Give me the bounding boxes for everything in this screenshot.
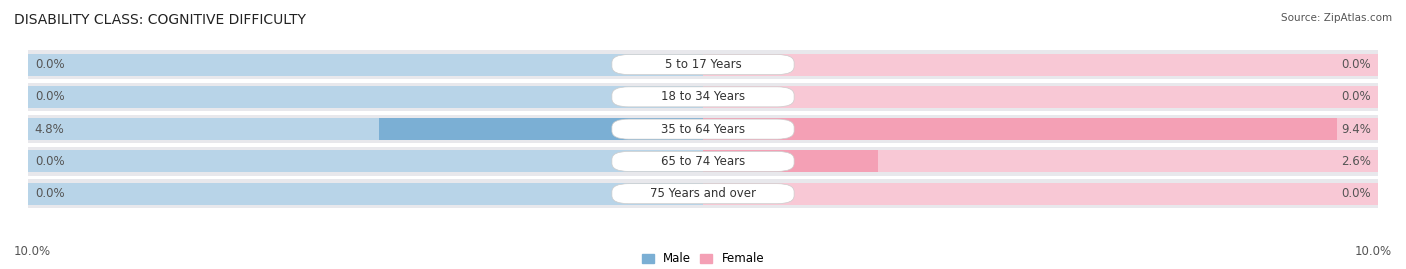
Bar <box>28 50 1378 79</box>
Text: 18 to 34 Years: 18 to 34 Years <box>661 90 745 103</box>
Text: 0.0%: 0.0% <box>35 155 65 168</box>
Text: 75 Years and over: 75 Years and over <box>650 187 756 200</box>
FancyBboxPatch shape <box>612 55 794 75</box>
Text: 35 to 64 Years: 35 to 64 Years <box>661 123 745 136</box>
Text: 0.0%: 0.0% <box>1341 90 1371 103</box>
Legend: Male, Female: Male, Female <box>641 252 765 265</box>
Text: 10.0%: 10.0% <box>1355 245 1392 258</box>
Bar <box>703 150 1378 172</box>
Bar <box>28 150 703 172</box>
FancyBboxPatch shape <box>612 87 794 107</box>
Bar <box>703 150 879 172</box>
Text: Source: ZipAtlas.com: Source: ZipAtlas.com <box>1281 13 1392 23</box>
Bar <box>380 118 703 140</box>
Bar <box>28 183 703 205</box>
Bar <box>28 86 703 108</box>
Bar <box>703 86 1378 108</box>
Bar <box>28 115 1378 143</box>
Text: 2.6%: 2.6% <box>1341 155 1371 168</box>
Text: DISABILITY CLASS: COGNITIVE DIFFICULTY: DISABILITY CLASS: COGNITIVE DIFFICULTY <box>14 13 307 27</box>
Text: 0.0%: 0.0% <box>1341 187 1371 200</box>
Bar <box>28 83 1378 111</box>
Bar <box>28 147 1378 176</box>
Text: 0.0%: 0.0% <box>35 58 65 71</box>
Bar <box>28 118 703 140</box>
Text: 0.0%: 0.0% <box>1341 58 1371 71</box>
Bar <box>703 118 1337 140</box>
Bar <box>28 179 1378 208</box>
Text: 10.0%: 10.0% <box>14 245 51 258</box>
FancyBboxPatch shape <box>612 119 794 139</box>
Bar <box>703 118 1378 140</box>
Text: 5 to 17 Years: 5 to 17 Years <box>665 58 741 71</box>
Text: 0.0%: 0.0% <box>35 90 65 103</box>
Text: 65 to 74 Years: 65 to 74 Years <box>661 155 745 168</box>
Text: 4.8%: 4.8% <box>35 123 65 136</box>
FancyBboxPatch shape <box>612 184 794 204</box>
Bar <box>703 54 1378 76</box>
Text: 9.4%: 9.4% <box>1341 123 1371 136</box>
Text: 0.0%: 0.0% <box>35 187 65 200</box>
FancyBboxPatch shape <box>612 151 794 171</box>
Bar <box>703 183 1378 205</box>
Bar <box>28 54 703 76</box>
